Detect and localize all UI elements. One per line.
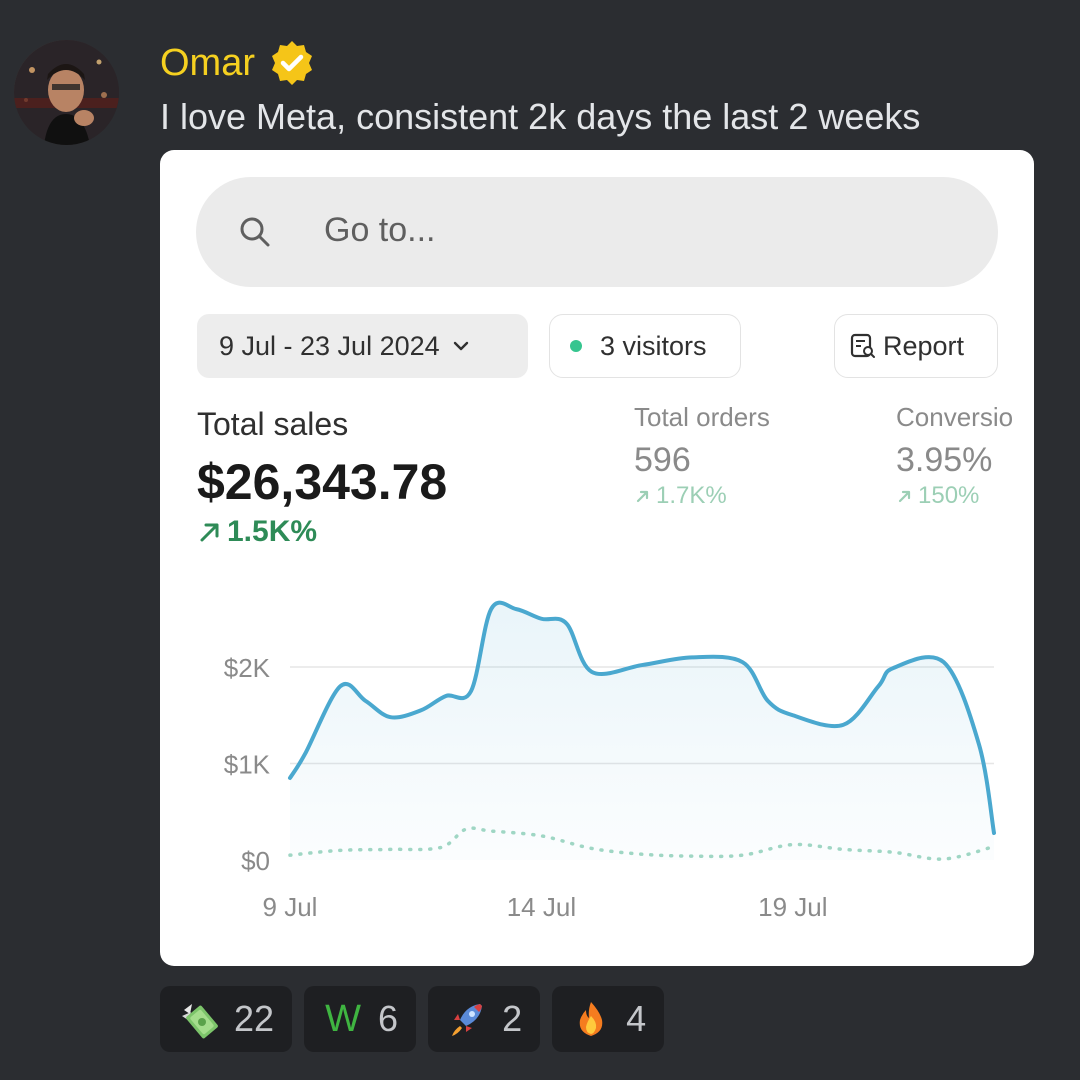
report-icon bbox=[850, 333, 875, 358]
fire-icon bbox=[579, 1002, 603, 1036]
reaction-fire[interactable]: 4 bbox=[552, 986, 665, 1052]
reaction-count: 4 bbox=[626, 998, 647, 1039]
trend-up-icon bbox=[898, 490, 911, 503]
metric-delta-value: 1.5K% bbox=[227, 515, 318, 548]
metric-label: Total sales bbox=[197, 406, 349, 442]
metric-delta-value: 150% bbox=[918, 482, 980, 509]
author-name[interactable]: Omar bbox=[160, 41, 255, 84]
metric-delta: 1.7K% bbox=[634, 482, 770, 510]
reaction-w[interactable]: W 6 bbox=[304, 986, 417, 1052]
report-label: Report bbox=[883, 330, 965, 361]
date-range-button[interactable]: 9 Jul - 23 Jul 2024 bbox=[197, 314, 528, 378]
avatar[interactable] bbox=[14, 40, 119, 145]
visitors-button[interactable]: 3 visitors bbox=[549, 314, 741, 378]
search-placeholder: Go to... bbox=[324, 211, 436, 249]
visitors-label: 3 visitors bbox=[600, 330, 707, 361]
avatar-image bbox=[14, 40, 119, 145]
metric-delta-value: 1.7K% bbox=[656, 482, 727, 509]
metric-label: Conversio bbox=[896, 402, 1014, 432]
reaction-count: 2 bbox=[502, 998, 523, 1039]
reaction-count: 6 bbox=[378, 998, 399, 1039]
metric-total-orders[interactable]: Total orders 596 1.7K% bbox=[634, 402, 770, 510]
y-tick-label: $0 bbox=[241, 846, 270, 876]
chevron-down-icon bbox=[453, 341, 468, 351]
w-letter-icon: W bbox=[325, 997, 361, 1040]
x-tick-label: 14 Jul bbox=[507, 892, 576, 922]
rocket-icon bbox=[452, 1004, 483, 1036]
sales-chart[interactable]: $0 $1K $2K 9 Jul 14 Jul 19 Jul bbox=[160, 150, 1034, 966]
attachment-image[interactable]: Go to... 9 Jul - 23 Jul 2024 3 visitors … bbox=[160, 150, 1034, 966]
metric-delta: 150% bbox=[896, 482, 1013, 510]
trend-up-icon bbox=[636, 490, 649, 503]
live-dot-icon bbox=[570, 340, 582, 352]
date-range-label: 9 Jul - 23 Jul 2024 bbox=[219, 330, 440, 361]
verified-badge-icon bbox=[272, 41, 312, 85]
metric-delta: 1.5K% bbox=[197, 515, 447, 549]
metric-conversion[interactable]: Conversio 3.95% 150% bbox=[896, 402, 1013, 510]
metric-label: Total orders bbox=[634, 402, 770, 432]
x-tick-label: 9 Jul bbox=[263, 892, 318, 922]
reactions-bar: 22 W 6 2 4 bbox=[160, 986, 665, 1052]
series-area bbox=[290, 602, 994, 860]
reaction-rocket[interactable]: 2 bbox=[428, 986, 541, 1052]
y-tick-label: $2K bbox=[224, 653, 271, 683]
metric-value: 596 bbox=[634, 441, 691, 479]
author-row: Omar bbox=[160, 38, 317, 88]
metric-value: 3.95% bbox=[896, 441, 993, 479]
report-button[interactable]: Report bbox=[834, 314, 998, 378]
x-tick-label: 19 Jul bbox=[758, 892, 827, 922]
reaction-money-wings[interactable]: 22 bbox=[160, 986, 293, 1052]
metric-value: $26,343.78 bbox=[197, 454, 448, 510]
money-with-wings-icon bbox=[182, 1004, 218, 1039]
message-text: I love Meta, consistent 2k days the last… bbox=[160, 96, 921, 137]
reaction-count: 22 bbox=[234, 998, 275, 1039]
metric-total-sales[interactable]: Total sales $26,343.78 1.5K% bbox=[197, 406, 447, 549]
search-input[interactable]: Go to... bbox=[196, 177, 998, 287]
series-line-comparison bbox=[288, 826, 996, 861]
search-icon bbox=[240, 217, 270, 247]
series-line bbox=[288, 600, 996, 835]
trend-up-icon bbox=[200, 523, 219, 542]
y-tick-label: $1K bbox=[224, 750, 271, 780]
